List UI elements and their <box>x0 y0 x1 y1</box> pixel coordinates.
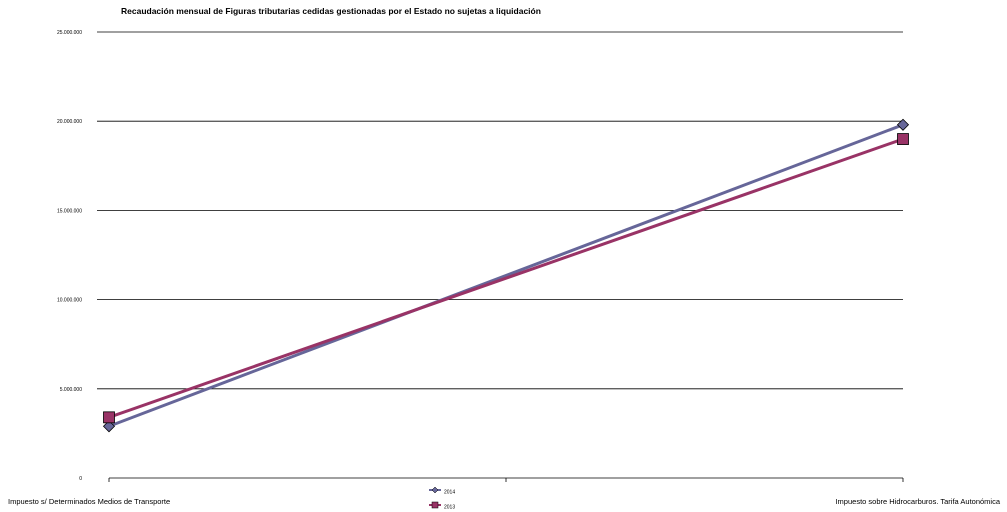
legend: 2014 2013 <box>429 486 455 511</box>
series-line-2014 <box>108 123 904 428</box>
legend-label-2013: 2013 <box>444 505 455 511</box>
legend-label-2014: 2014 <box>444 490 455 496</box>
data-point-2013 <box>897 133 909 145</box>
y-tick-label: 20.000.000 <box>57 119 82 125</box>
x-category-label: Impuesto s/ Determinados Medios de Trans… <box>8 497 170 506</box>
chart-title: Recaudación mensual de Figuras tributari… <box>121 6 541 16</box>
gridlines <box>97 31 903 390</box>
series-line-2013 <box>108 137 904 419</box>
x-axis: Impuesto s/ Determinados Medios de Trans… <box>8 477 1001 506</box>
y-tick-label: 10.000.000 <box>57 298 82 304</box>
y-axis-tick-labels: 0 5.000.000 10.000.000 15.000.000 20.000.000… <box>57 30 82 482</box>
legend-marker-2013 <box>431 501 439 509</box>
y-tick-label: 25.000.000 <box>57 30 82 36</box>
legend-marker-2014 <box>431 486 439 494</box>
series-lines <box>102 118 910 433</box>
data-point-2014 <box>896 118 910 131</box>
y-tick-label: 0 <box>79 476 82 482</box>
x-category-label: Impuesto sobre Hidrocarburos. Tarifa Aut… <box>835 497 1000 506</box>
data-point-2014 <box>102 420 116 433</box>
y-tick-label: 5.000.000 <box>60 387 82 393</box>
y-tick-label: 15.000.000 <box>57 208 82 214</box>
data-point-2013 <box>103 411 115 424</box>
